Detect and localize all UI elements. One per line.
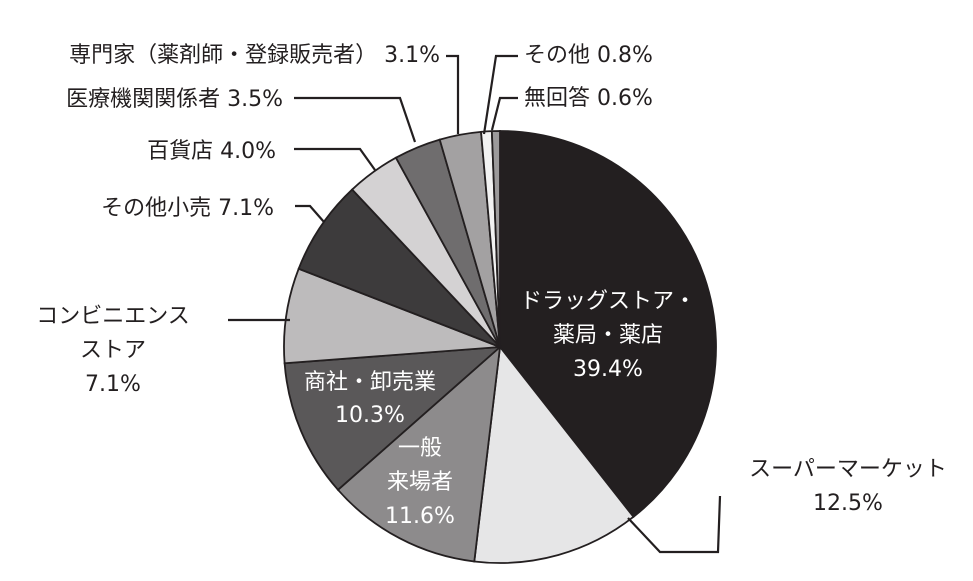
slice-label-0-line-2: 39.4%: [573, 357, 643, 382]
slice-label-3: 商社・卸売業 10.3%: [304, 370, 436, 428]
leader-line-5: [295, 204, 325, 223]
pie-slices: [283, 130, 717, 564]
slice-label-4-line-2: 7.1%: [85, 372, 141, 397]
pie-slice-0: [499, 130, 717, 519]
slice-label-2: 一般来場者 11.6%: [385, 436, 455, 529]
leader-lines: [228, 54, 722, 554]
slice-label-4-line-0: コンビニエンス: [36, 304, 190, 329]
slice-label-10: 無回答 0.6%: [524, 86, 653, 111]
slice-label-4: コンビニエンスストア 7.1%: [36, 304, 190, 397]
pie-slice-3: [283, 345, 503, 492]
slice-label-3-line-0: 商社・卸売業: [304, 370, 436, 395]
slice-label-2-line-1: 来場者: [387, 470, 453, 495]
slice-label-10-line-0: 無回答 0.6%: [524, 86, 653, 111]
leader-line-9: [482, 54, 518, 135]
pie-slice-10: [490, 130, 501, 348]
slice-label-8: 専門家（薬剤師・登録販売者） 3.1%: [69, 43, 440, 68]
pie-slice-1: [473, 344, 635, 564]
slice-label-7-line-0: 医療機関関係者 3.5%: [66, 87, 283, 112]
slice-labels: ドラッグストア・薬局・薬店 39.4% スーパーマーケット 12.5% 一般来場者 11.…: [36, 43, 947, 529]
slice-label-6-line-0: 百貨店 4.0%: [147, 139, 276, 164]
slice-label-1-line-0: スーパーマーケット: [749, 457, 947, 482]
slice-label-9-line-0: その他 0.8%: [524, 43, 653, 68]
slice-label-2-line-2: 11.6%: [385, 504, 455, 529]
slice-label-1-line-1: 12.5%: [813, 491, 883, 516]
slice-label-8-line-0: 専門家（薬剤師・登録販売者） 3.1%: [69, 43, 440, 68]
slice-label-0: ドラッグストア・薬局・薬店 39.4%: [520, 289, 696, 382]
slice-label-0-line-0: ドラッグストア・: [520, 289, 696, 314]
slice-label-3-line-1: 10.3%: [335, 403, 405, 428]
leader-line-6: [294, 147, 376, 171]
slice-label-6: 百貨店 4.0%: [147, 139, 276, 164]
slice-label-4-line-1: ストア: [80, 338, 146, 363]
slice-label-2-line-0: 一般: [398, 436, 442, 461]
pie-slice-2: [336, 344, 502, 563]
slice-label-0-line-1: 薬局・薬店: [553, 323, 663, 348]
slice-label-5-line-0: その他小売 7.1%: [101, 196, 274, 221]
leader-line-7: [294, 96, 417, 143]
leader-line-8: [446, 54, 460, 134]
slice-label-5: その他小売 7.1%: [101, 196, 274, 221]
leader-line-10: [490, 96, 518, 131]
slice-label-9: その他 0.8%: [524, 43, 653, 68]
slice-label-1: スーパーマーケット 12.5%: [749, 457, 947, 516]
leader-line-1: [627, 495, 722, 554]
slice-label-7: 医療機関関係者 3.5%: [66, 87, 283, 112]
